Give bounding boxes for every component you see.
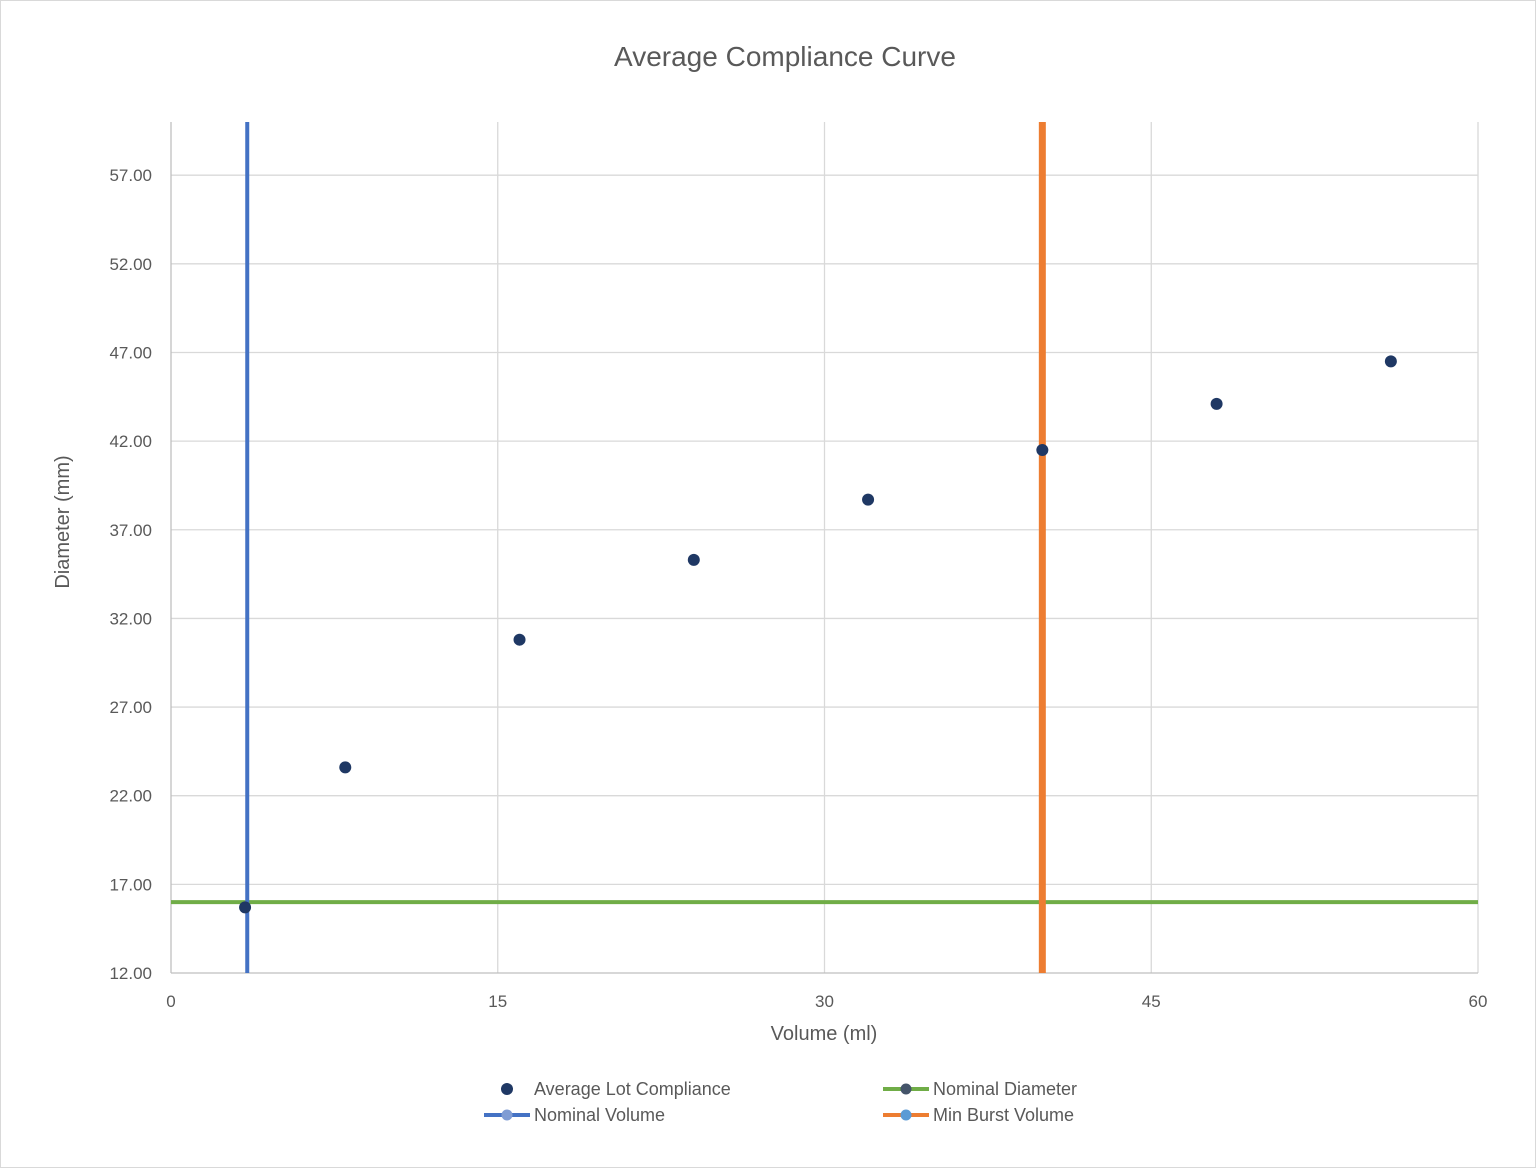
legend-marker xyxy=(900,1083,912,1095)
legend-item-nominal-diameter: Nominal Diameter xyxy=(883,1079,1077,1099)
legend-label: Average Lot Compliance xyxy=(534,1079,731,1099)
y-tick-label: 22.00 xyxy=(109,787,152,806)
y-tick-label: 42.00 xyxy=(109,432,152,451)
x-tick-label: 15 xyxy=(488,992,507,1011)
chart-title: Average Compliance Curve xyxy=(614,41,956,72)
axes xyxy=(170,122,1478,974)
x-tick-label: 30 xyxy=(815,992,834,1011)
legend-marker xyxy=(900,1109,912,1121)
legend-label: Min Burst Volume xyxy=(933,1105,1074,1125)
y-tick-label: 17.00 xyxy=(109,875,152,894)
y-tick-label: 47.00 xyxy=(109,343,152,362)
x-tick-label: 0 xyxy=(166,992,175,1011)
y-tick-label: 57.00 xyxy=(109,166,152,185)
data-point xyxy=(687,553,700,566)
y-tick-label: 32.00 xyxy=(109,609,152,628)
legend-marker xyxy=(501,1083,513,1095)
data-point xyxy=(1210,397,1223,410)
y-tick-label: 37.00 xyxy=(109,521,152,540)
data-point xyxy=(862,493,875,506)
legend-marker xyxy=(501,1109,513,1121)
x-axis-title: Volume (ml) xyxy=(771,1023,878,1045)
tick-labels: 12.00 17.00 22.00 27.00 32.00 37.00 42.00 47.00… xyxy=(109,166,1487,1011)
legend-item-min-burst-volume: Min Burst Volume xyxy=(883,1105,1074,1125)
data-point xyxy=(1384,355,1397,368)
legend: Average Lot Compliance Nominal Diameter No… xyxy=(484,1079,1077,1125)
legend-label: Nominal Volume xyxy=(534,1105,665,1125)
x-tick-label: 45 xyxy=(1142,992,1161,1011)
y-tick-label: 27.00 xyxy=(109,698,152,717)
legend-label: Nominal Diameter xyxy=(933,1079,1077,1099)
data-point xyxy=(1036,443,1049,456)
y-axis-title: Diameter (mm) xyxy=(52,455,74,588)
data-point xyxy=(239,901,252,914)
data-point xyxy=(513,633,526,646)
gridlines xyxy=(171,122,1479,973)
y-tick-label: 52.00 xyxy=(109,255,152,274)
legend-item-nominal-volume: Nominal Volume xyxy=(484,1105,665,1125)
data-point xyxy=(339,761,352,774)
legend-item-average-lot-compliance: Average Lot Compliance xyxy=(501,1079,731,1099)
y-tick-label: 12.00 xyxy=(109,964,152,983)
series-layer xyxy=(171,122,1478,973)
x-tick-label: 60 xyxy=(1469,992,1488,1011)
